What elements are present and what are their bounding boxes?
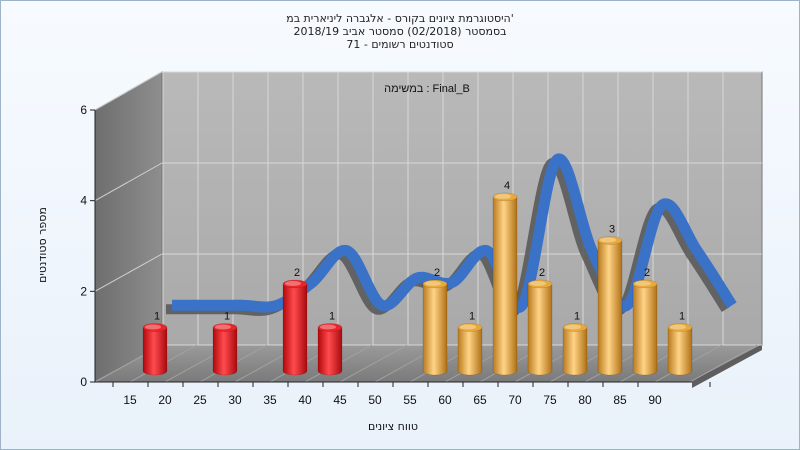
x-tick-label: 85 xyxy=(613,393,627,407)
bar-value-label: 3 xyxy=(609,223,615,235)
bar-cap-highlight xyxy=(565,324,581,330)
bar-body xyxy=(142,327,168,376)
chart-title-line-3: סטודנטים רשומים - 71 xyxy=(346,38,453,51)
bar-body xyxy=(632,283,658,376)
bar-body xyxy=(667,327,693,376)
x-tick-label: 90 xyxy=(648,393,662,407)
bar-cap-highlight xyxy=(530,280,546,286)
bar xyxy=(492,192,518,376)
bar-cap xyxy=(597,236,623,245)
bar-cap-highlight xyxy=(425,280,441,286)
bar-cap xyxy=(282,279,308,289)
bar-value-label: 1 xyxy=(224,310,230,322)
bar-value-label: 2 xyxy=(539,267,545,279)
floor-edge xyxy=(692,345,762,388)
grid-line-wall xyxy=(94,253,163,292)
bar-cap-highlight xyxy=(670,324,686,330)
bar-body xyxy=(422,283,448,376)
bar-body xyxy=(597,240,623,376)
bar-cap-highlight xyxy=(600,237,616,243)
bar-value-label: 1 xyxy=(679,310,685,322)
bar-value-label: 4 xyxy=(504,180,510,192)
floor-line xyxy=(339,344,408,383)
bar-body xyxy=(317,327,343,376)
x-tick-label: 40 xyxy=(298,393,312,407)
distribution-curve xyxy=(166,153,737,317)
x-tick-label: 45 xyxy=(333,393,347,407)
y-tick-label: 4 xyxy=(80,194,87,208)
bar-cap xyxy=(212,323,238,332)
bar-value-label: 2 xyxy=(644,267,650,279)
bar-value-label: 1 xyxy=(329,310,335,322)
grid-line-wall xyxy=(94,71,163,111)
bar xyxy=(212,323,238,376)
y-tick-label: 0 xyxy=(80,375,87,389)
axes: 0 2 4 6 15 20 25 30 35 40 45 50 55 60 65 70 75 80 85 90 xyxy=(80,103,711,407)
bar-body xyxy=(212,327,238,376)
bar-value-label: 2 xyxy=(294,267,300,279)
bar-value-label: 2 xyxy=(434,267,440,279)
x-tick-label: 65 xyxy=(473,393,487,407)
x-tick-label: 75 xyxy=(543,393,557,407)
curve-line xyxy=(172,153,737,314)
bar-cap xyxy=(142,323,168,332)
bar xyxy=(317,323,343,376)
bar-cap-highlight xyxy=(145,324,161,330)
bar-body xyxy=(562,327,588,376)
bar-body xyxy=(457,327,483,376)
bar-cap xyxy=(562,323,588,332)
x-axis-title: טווח ציונים xyxy=(368,420,418,433)
bar-cap xyxy=(422,279,448,289)
x-tick-label: 70 xyxy=(508,393,522,407)
bar-value-label: 1 xyxy=(574,310,580,322)
bar xyxy=(632,279,658,376)
bar-cap xyxy=(317,323,343,332)
bar-value-labels: 1 1 2 1 2 1 4 2 1 3 2 1 xyxy=(154,180,685,323)
y-tick-label: 6 xyxy=(80,103,87,117)
x-tick-label: 30 xyxy=(228,393,242,407)
bar-cap xyxy=(527,279,553,289)
bar-cap xyxy=(632,279,658,289)
x-tick-label: 20 xyxy=(158,393,172,407)
bar-cap-highlight xyxy=(320,324,336,330)
task-label: במשימה : Final_B xyxy=(384,83,470,95)
bar xyxy=(562,323,588,376)
x-tick-label: 60 xyxy=(438,393,452,407)
bars xyxy=(142,192,693,376)
chart-title-line-2: בסמסטר (02/2018) סמסטר אביב 2018/19 xyxy=(293,25,506,38)
bar xyxy=(597,236,623,376)
grid-line-wall xyxy=(94,162,163,202)
bar-cap-highlight xyxy=(285,280,301,286)
bar-cap xyxy=(457,323,483,332)
bar-cap-highlight xyxy=(495,193,511,199)
chart-title-line-1: היסטוגרמת ציונים בקורס - אלגברה ליניארית… xyxy=(286,12,514,25)
bar-cap xyxy=(667,323,693,332)
bar xyxy=(282,279,308,376)
bar xyxy=(667,323,693,376)
bar-value-label: 1 xyxy=(154,310,160,322)
bar-cap-highlight xyxy=(460,324,476,330)
bar-cap-highlight xyxy=(215,324,231,330)
bar-cap-highlight xyxy=(635,280,651,286)
bar-value-label: 1 xyxy=(469,310,475,322)
bar-body xyxy=(492,196,518,376)
x-tick-label: 35 xyxy=(263,393,277,407)
bar xyxy=(457,323,483,376)
bar-cap xyxy=(492,192,518,202)
bar xyxy=(142,323,168,376)
bar xyxy=(422,279,448,376)
x-tick-label: 15 xyxy=(123,393,137,407)
x-tick-label: 80 xyxy=(578,393,592,407)
floor-line xyxy=(689,344,758,383)
y-axis-title: מספר סטודנטים xyxy=(36,207,49,283)
x-tick-label: 50 xyxy=(368,393,382,407)
bar-body xyxy=(282,283,308,376)
x-tick-label: 55 xyxy=(403,393,417,407)
bar xyxy=(527,279,553,376)
y-tick-label: 2 xyxy=(80,284,87,298)
bar-body xyxy=(527,283,553,376)
x-tick-label: 25 xyxy=(193,393,207,407)
